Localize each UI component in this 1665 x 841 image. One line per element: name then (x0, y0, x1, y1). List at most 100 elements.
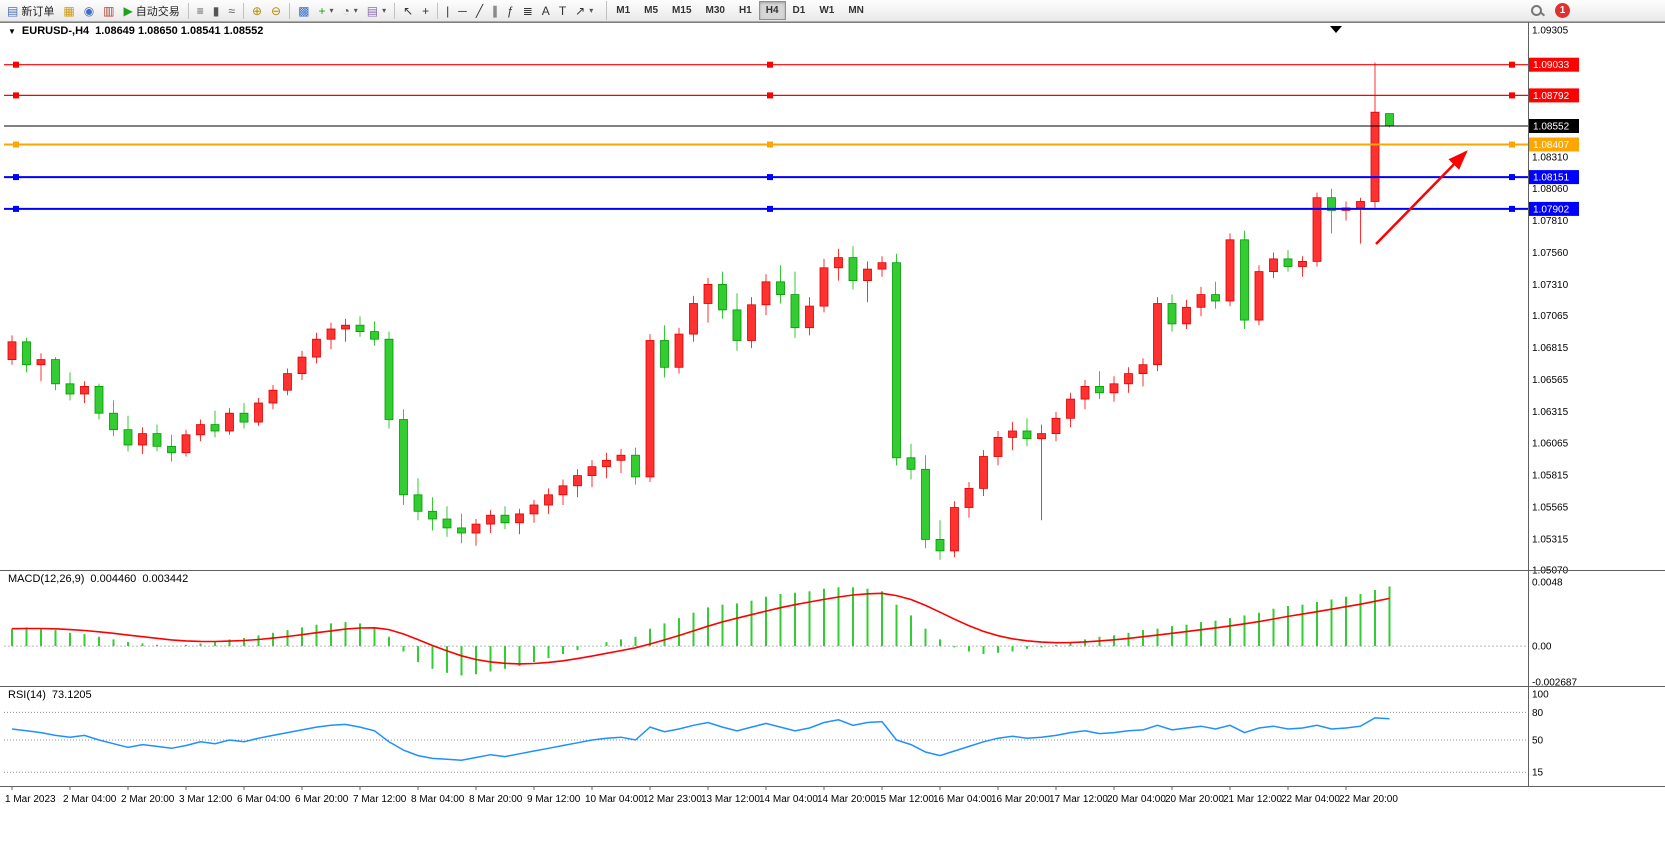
price-badge-label: 1.09033 (1533, 60, 1570, 71)
new-order-button[interactable]: ▤ 新订单 (3, 1, 58, 20)
line-handle[interactable] (1509, 141, 1515, 148)
search-icon[interactable] (1530, 4, 1543, 17)
timeframe-mn-button[interactable]: MN (841, 1, 871, 20)
auto-trading-button[interactable]: ▶ 自动交易 (120, 1, 184, 20)
tile-windows-icon: ▩ (298, 3, 310, 18)
time-axis-label: 12 Mar 23:00 (643, 794, 702, 805)
time-axis-label: 16 Mar 04:00 (933, 794, 992, 805)
templates-button[interactable]: ▤ ▾ (363, 1, 390, 20)
line-handle[interactable] (1509, 205, 1515, 212)
timeframe-m5-button[interactable]: M5 (637, 1, 665, 20)
arrow-shapes-icon: ↗ (575, 3, 586, 18)
chart-shift-marker[interactable] (1330, 26, 1342, 33)
line-handle[interactable] (1509, 92, 1515, 99)
line-handle[interactable] (767, 61, 773, 68)
price-badge-label: 1.08792 (1533, 91, 1570, 102)
candlestick-mode-button[interactable]: ▮ (209, 1, 224, 20)
time-axis-label: 14 Mar 04:00 (759, 794, 818, 805)
data-window-button[interactable]: ▥ (99, 1, 118, 20)
line-handle[interactable] (13, 205, 19, 212)
price-badge-label: 1.07902 (1533, 204, 1570, 215)
text-button[interactable]: A (538, 1, 554, 20)
candle (1167, 303, 1177, 325)
line-handle[interactable] (767, 205, 773, 212)
timeframe-w1-button[interactable]: W1 (812, 1, 841, 20)
candle (1283, 258, 1293, 267)
toolbar-right-group: 1 (1530, 3, 1570, 18)
timeframe-m15-button[interactable]: M15 (665, 1, 698, 20)
candle (1225, 239, 1235, 302)
toolbar-separator (242, 2, 244, 19)
cursor-button[interactable]: ↖ (399, 1, 417, 20)
text-label-button[interactable]: T (555, 1, 570, 20)
bar-chart-mode-button[interactable]: ≡ (193, 1, 208, 20)
candle (1312, 197, 1322, 262)
shapes-button[interactable]: ↗ ▾ (571, 1, 597, 20)
time-axis-label: 8 Mar 04:00 (411, 794, 465, 805)
line-handle[interactable] (13, 174, 19, 181)
timeframe-m30-button[interactable]: M30 (699, 1, 732, 20)
horizontal-line-button[interactable]: ─ (454, 1, 471, 20)
time-axis-label: 3 Mar 12:00 (179, 794, 233, 805)
price-axis-tick: 1.07810 (1532, 216, 1569, 227)
text-icon: A (541, 3, 550, 18)
trendline-button[interactable]: ╱ (472, 1, 487, 20)
candle (1066, 398, 1075, 419)
line-handle[interactable] (1509, 174, 1515, 181)
line-handle[interactable] (767, 174, 773, 181)
line-handle[interactable] (13, 61, 19, 68)
price-badge (1529, 201, 1579, 216)
notification-badge[interactable]: 1 (1555, 3, 1570, 18)
chart-window: 0.0048 0.00 -0.002687 100 80 50 15 1.09033 1.087… (0, 22, 1665, 841)
timeframe-h4-button[interactable]: H4 (758, 1, 786, 20)
indicators-button[interactable]: + ▾ (314, 1, 337, 20)
line-chart-icon: ≈ (228, 3, 235, 18)
horizontal-line-icon: ─ (458, 3, 467, 18)
candle (152, 433, 162, 447)
line-handle[interactable] (767, 141, 773, 148)
zoom-out-icon: ⊖ (271, 3, 282, 18)
macd-axis-label: 0.0048 (1532, 578, 1563, 589)
new-chart-button[interactable]: ▦ (59, 1, 78, 20)
timeframe-d1-button[interactable]: D1 (786, 1, 813, 20)
candle (950, 507, 959, 552)
tile-windows-button[interactable]: ▩ (294, 1, 313, 20)
rsi-axis-label: 50 (1532, 736, 1544, 747)
candle (181, 434, 191, 454)
new-order-label: 新订单 (21, 5, 55, 18)
periods-button[interactable]: ◔ ▾ (338, 1, 361, 20)
fibonacci-button[interactable]: ƒ (503, 1, 518, 20)
candle (703, 283, 713, 304)
channel-button[interactable]: ∥ (488, 1, 502, 20)
timeframe-m1-button[interactable]: M1 (609, 1, 637, 20)
candle (428, 510, 437, 520)
line-handle[interactable] (767, 92, 773, 99)
candle (109, 412, 118, 431)
line-handle[interactable] (13, 141, 19, 148)
zoom-in-button[interactable]: ⊕ (248, 1, 266, 20)
time-axis-label: 15 Mar 12:00 (875, 794, 934, 805)
line-chart-mode-button[interactable]: ≈ (224, 1, 239, 20)
zoom-in-icon: ⊕ (251, 3, 263, 18)
zoom-out-button[interactable]: ⊖ (267, 1, 285, 20)
candle (921, 468, 930, 540)
line-handle[interactable] (13, 92, 19, 99)
time-axis-label: 20 Mar 04:00 (1107, 794, 1166, 805)
vertical-line-button[interactable]: | (442, 1, 453, 20)
candle (935, 539, 945, 552)
line-handle[interactable] (1509, 61, 1515, 68)
trend-arrow[interactable] (1375, 150, 1468, 245)
channel-icon: ∥ (492, 3, 499, 18)
price-axis-tick: 1.05565 (1532, 502, 1569, 513)
crosshair-button[interactable]: + (418, 1, 433, 20)
candle (65, 383, 75, 395)
profiles-button[interactable]: ◉ (80, 1, 98, 20)
candle (863, 268, 872, 282)
timeframe-h1-button[interactable]: H1 (732, 1, 759, 20)
annotations-button[interactable]: ≣ (519, 1, 537, 20)
candle (1298, 260, 1307, 267)
candle (747, 304, 756, 341)
candle (993, 436, 1003, 457)
collapse-chart-icon[interactable]: ▼ (8, 26, 16, 36)
